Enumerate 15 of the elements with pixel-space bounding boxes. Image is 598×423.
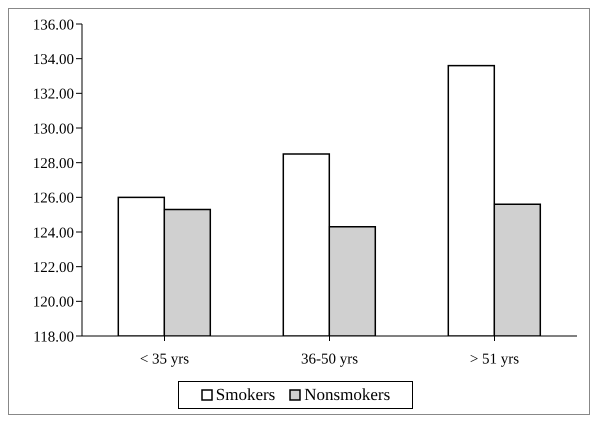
y-tick-label: 124.00	[32, 225, 74, 242]
y-tick-label: 122.00	[32, 260, 74, 276]
y-tick-label: 132.00	[32, 86, 74, 103]
legend-label: Smokers	[214, 385, 276, 405]
x-tick-label: < 35 yrs	[140, 352, 190, 368]
y-tick-label: 126.00	[32, 190, 74, 207]
y-tick-label: 136.00	[32, 17, 74, 34]
y-tick-label: 130.00	[32, 121, 74, 138]
x-tick-label: > 51 yrs	[470, 352, 520, 368]
y-tick-label: 134.00	[32, 52, 74, 68]
y-tick-label: 120.00	[32, 294, 74, 311]
x-tick-label: 36-50 yrs	[300, 352, 358, 368]
y-tick-label: 128.00	[32, 156, 74, 172]
legend-label: Nonsmokers	[303, 385, 390, 405]
y-tick-label: 118.00	[33, 329, 74, 346]
